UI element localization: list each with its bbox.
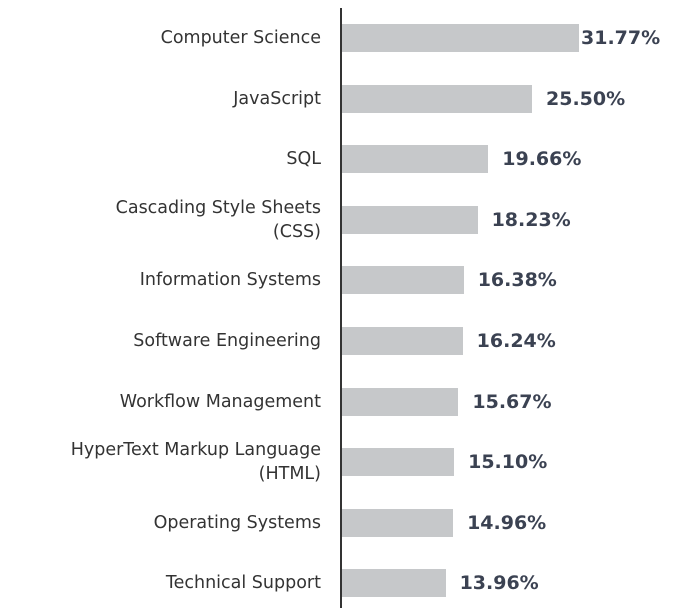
value-label: 15.10% [468, 451, 548, 474]
value-label: 15.67% [472, 390, 552, 413]
value-label: 13.96% [459, 572, 539, 595]
value-label: 16.38% [477, 269, 557, 292]
axis-line [340, 8, 342, 608]
value-label: 25.50% [546, 87, 626, 110]
category-label: SQL [286, 149, 321, 170]
value-label: 18.23% [491, 208, 571, 231]
category-label: Cascading Style Sheets (CSS) [115, 197, 321, 242]
bar [341, 448, 455, 477]
bar [341, 205, 478, 234]
category-label: Information Systems [139, 270, 321, 291]
bar [341, 508, 454, 537]
category-label: HyperText Markup Language (HTML) [70, 440, 321, 485]
value-label: 14.96% [467, 511, 547, 534]
bar [341, 569, 446, 598]
value-label: 19.66% [502, 148, 582, 171]
value-label: 31.77% [581, 27, 661, 49]
category-label: Computer Science [160, 28, 321, 48]
category-label: JavaScript [233, 88, 321, 109]
bar [341, 84, 533, 113]
category-label: Technical Support [165, 573, 321, 594]
bar [341, 266, 464, 295]
bar [341, 327, 463, 355]
category-label: Workflow Management [119, 391, 321, 412]
category-label: Operating Systems [153, 512, 321, 533]
category-label: Software Engineering [133, 331, 321, 351]
bar [341, 387, 459, 416]
bar [341, 24, 579, 52]
bar [341, 145, 489, 174]
value-label: 16.24% [476, 330, 556, 352]
